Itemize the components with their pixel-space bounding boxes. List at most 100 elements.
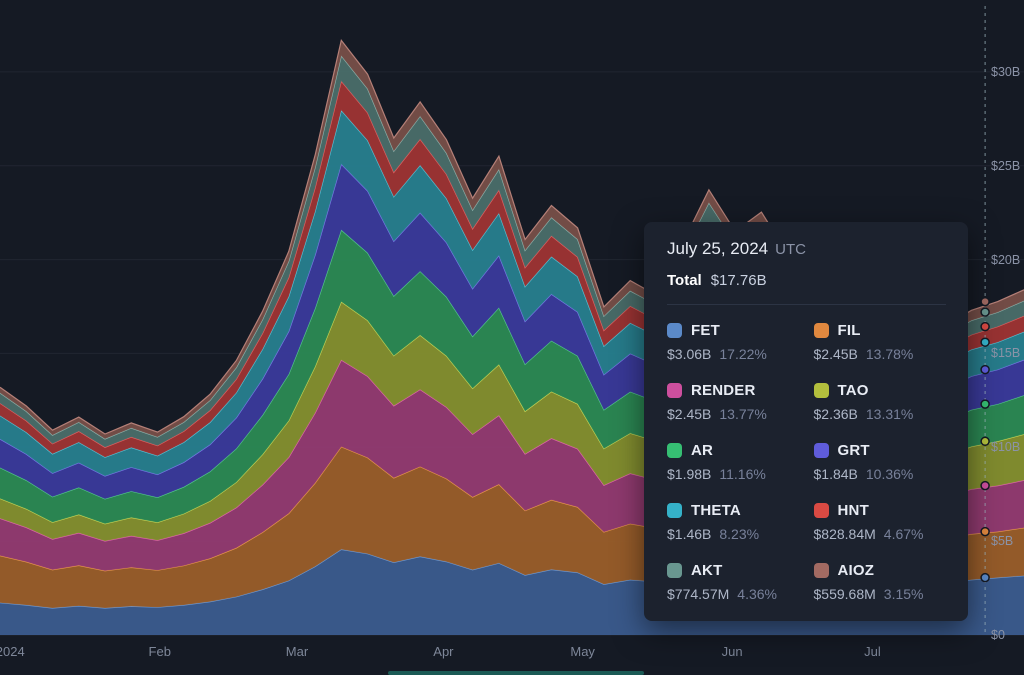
token-percent: 11.16% xyxy=(719,466,766,482)
value-label-15b: $15B xyxy=(991,346,1021,361)
hover-dot-render xyxy=(980,480,990,491)
entry-values: $2.45B 13.78% xyxy=(814,346,947,363)
entry-head: RENDER xyxy=(667,382,800,399)
grt-color-swatch-icon xyxy=(813,443,829,458)
token-value: $1.46B xyxy=(667,526,712,542)
token-value: $2.36B xyxy=(813,406,858,422)
hover-dot-fil xyxy=(980,526,990,537)
theta-color-swatch-icon xyxy=(667,503,682,518)
timeline-scrubber[interactable] xyxy=(388,671,644,675)
akt-color-swatch-icon xyxy=(667,563,682,578)
entry-values: $3.06B 17.22% xyxy=(667,346,800,363)
token-symbol: FET xyxy=(691,322,720,339)
token-value: $559.68M xyxy=(813,586,876,602)
token-symbol: RENDER xyxy=(691,382,756,399)
ar-color-swatch-icon xyxy=(667,443,682,458)
area-render xyxy=(0,360,1024,571)
tooltip-entry-render: RENDER $2.45B 13.77% xyxy=(667,382,800,423)
fil-color-swatch-icon xyxy=(813,323,829,338)
token-value: $3.06B xyxy=(667,346,712,362)
token-symbol: THETA xyxy=(691,502,741,519)
aioz-color-swatch-icon xyxy=(813,563,829,578)
area-grt xyxy=(0,164,1024,499)
token-percent: 4.36% xyxy=(737,586,777,602)
month-label-jun: Jun xyxy=(721,644,743,659)
hover-dot-aioz xyxy=(980,296,990,307)
entry-values: $1.46B 8.23% xyxy=(667,526,800,543)
entry-head: AKT xyxy=(667,562,800,579)
entry-values: $559.68M 3.15% xyxy=(814,586,947,603)
token-symbol: AIOZ xyxy=(837,562,875,579)
tooltip-entry-fil: FIL $2.45B 13.78% xyxy=(813,322,947,363)
tooltip-entry-ar: AR $1.98B 11.16% xyxy=(667,442,800,483)
value-label-25b: $25B xyxy=(991,158,1021,173)
value-label-5b: $5B xyxy=(991,534,1014,549)
tooltip-date: July 25, 2024 xyxy=(667,239,769,258)
entry-head: FIL xyxy=(813,322,947,339)
token-value: $2.45B xyxy=(667,406,712,422)
tooltip-entry-fet: FET $3.06B 17.22% xyxy=(667,322,800,363)
month-label-feb: Feb xyxy=(148,644,171,659)
tooltip-total-row: Total $17.76B xyxy=(667,271,946,291)
value-label-10b: $10B xyxy=(991,440,1021,455)
token-percent: 10.36% xyxy=(865,466,914,482)
token-percent: 13.78% xyxy=(865,346,914,362)
token-value: $1.98B xyxy=(667,466,712,482)
hover-dot-hnt xyxy=(980,321,990,332)
month-label-may: May xyxy=(570,644,595,659)
token-percent: 4.67% xyxy=(883,526,924,542)
month-label-mar: Mar xyxy=(285,644,309,659)
fet-color-swatch-icon xyxy=(667,323,682,338)
entry-head: AR xyxy=(667,442,800,459)
token-symbol: AKT xyxy=(691,562,723,579)
entry-values: $828.84M 4.67% xyxy=(814,526,947,543)
token-percent: 13.77% xyxy=(719,406,767,422)
tao-color-swatch-icon xyxy=(813,383,829,398)
month-label-jul: Jul xyxy=(864,644,881,659)
hover-dot-ar xyxy=(980,399,990,409)
token-percent: 3.15% xyxy=(883,586,924,602)
value-label-30b: $30B xyxy=(991,64,1021,79)
total-label: Total xyxy=(667,272,702,289)
token-value: $1.84B xyxy=(813,466,858,482)
entry-head: GRT xyxy=(813,442,947,459)
token-symbol: TAO xyxy=(837,382,869,399)
token-percent: 17.22% xyxy=(719,346,767,362)
entry-head: AIOZ xyxy=(813,562,947,579)
token-value: $774.57M xyxy=(667,586,730,602)
entry-head: HNT xyxy=(813,502,947,519)
month-label-apr: Apr xyxy=(433,644,454,659)
hover-dot-tao xyxy=(980,436,990,447)
tooltip-entries: FET $3.06B 17.22% FIL $2.45B 13.78% RENDER $2.4… xyxy=(667,322,946,603)
token-symbol: FIL xyxy=(837,322,861,339)
hover-dot-fet xyxy=(980,572,990,583)
timezone-label: UTC xyxy=(775,241,806,258)
token-symbol: AR xyxy=(691,442,714,459)
entry-values: $774.57M 4.36% xyxy=(667,586,800,603)
tooltip-entry-tao: TAO $2.36B 13.31% xyxy=(813,382,947,423)
entry-head: THETA xyxy=(667,502,800,519)
tooltip-entry-akt: AKT $774.57M 4.36% xyxy=(667,562,800,603)
hnt-color-swatch-icon xyxy=(813,503,829,518)
tooltip-entry-grt: GRT $1.84B 10.36% xyxy=(813,442,947,483)
entry-values: $1.98B 11.16% xyxy=(667,466,800,483)
tooltip-entry-theta: THETA $1.46B 8.23% xyxy=(667,502,800,543)
entry-head: FET xyxy=(667,322,800,339)
token-symbol: GRT xyxy=(837,442,870,459)
entry-values: $1.84B 10.36% xyxy=(814,466,947,483)
month-label-2024: 2024 xyxy=(0,644,25,659)
token-percent: 13.31% xyxy=(865,406,914,422)
tooltip-date-row: July 25, 2024 UTC xyxy=(667,238,946,261)
area-ar xyxy=(0,229,1024,524)
tooltip-divider xyxy=(667,304,946,305)
value-label-0b: $0 xyxy=(991,628,1005,642)
area-tao xyxy=(0,301,1024,541)
token-value: $828.84M xyxy=(813,526,876,542)
entry-values: $2.36B 13.31% xyxy=(814,406,947,423)
tooltip-entry-aioz: AIOZ $559.68M 3.15% xyxy=(813,562,947,603)
entry-head: TAO xyxy=(813,382,947,399)
area-theta xyxy=(0,110,1024,477)
hover-dot-akt xyxy=(980,307,990,317)
entry-values: $2.45B 13.77% xyxy=(667,406,800,423)
total-value: $17.76B xyxy=(710,272,767,289)
